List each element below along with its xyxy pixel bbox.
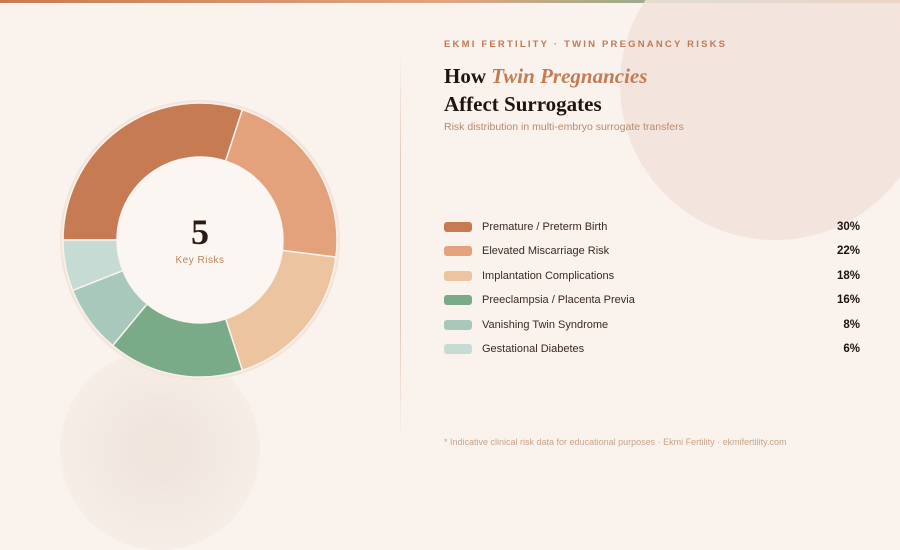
legend-item: Preeclampsia / Placenta Previa 16% bbox=[444, 289, 860, 313]
legend-value: 6% bbox=[843, 342, 860, 355]
legend-item: Elevated Miscarriage Risk 22% bbox=[444, 240, 860, 264]
legend-swatch bbox=[444, 246, 472, 257]
legend-swatch bbox=[444, 343, 472, 354]
page-title: How Twin Pregnancies Affect Surrogates bbox=[444, 62, 864, 118]
footnote: * Indicative clinical risk data for educ… bbox=[444, 437, 787, 447]
legend-item: Vanishing Twin Syndrome 8% bbox=[444, 314, 860, 338]
center-label: Key Risks bbox=[175, 255, 225, 266]
legend-item: Gestational Diabetes 6% bbox=[444, 338, 860, 362]
legend-label: Elevated Miscarriage Risk bbox=[482, 245, 610, 258]
legend-value: 18% bbox=[836, 269, 860, 282]
legend-label: Preeclampsia / Placenta Previa bbox=[482, 294, 635, 307]
legend-item: Premature / Preterm Birth 30% bbox=[444, 216, 860, 240]
chart-legend: Premature / Preterm Birth 30% Elevated Mis… bbox=[444, 216, 860, 362]
decorative-circle bbox=[620, 0, 900, 240]
legend-swatch bbox=[444, 270, 472, 281]
legend-swatch bbox=[444, 295, 472, 306]
legend-value: 8% bbox=[843, 318, 860, 331]
top-accent-bar bbox=[0, 0, 900, 3]
center-number: 5 bbox=[191, 212, 209, 252]
legend-label: Vanishing Twin Syndrome bbox=[482, 318, 609, 331]
legend-item: Implantation Complications 18% bbox=[444, 265, 860, 289]
title-prefix: How bbox=[444, 64, 492, 88]
legend-value: 16% bbox=[836, 294, 860, 307]
eyebrow-label: EKMI FERTILITY · TWIN PREGNANCY RISKS bbox=[444, 39, 728, 50]
legend-value: 22% bbox=[836, 245, 860, 258]
donut-hole bbox=[117, 157, 283, 323]
donut-chart bbox=[60, 100, 340, 380]
title-line2: Affect Surrogates bbox=[444, 92, 602, 116]
subtitle: Risk distribution in multi-embryo surrog… bbox=[444, 121, 684, 133]
legend-value: 30% bbox=[836, 221, 860, 233]
title-accent: Twin Pregnancies bbox=[491, 64, 648, 88]
legend-label: Premature / Preterm Birth bbox=[482, 221, 608, 233]
legend-swatch bbox=[444, 319, 472, 330]
legend-swatch bbox=[444, 222, 472, 232]
legend-label: Implantation Complications bbox=[482, 269, 615, 282]
vertical-divider bbox=[400, 50, 401, 440]
legend-label: Gestational Diabetes bbox=[482, 342, 585, 355]
